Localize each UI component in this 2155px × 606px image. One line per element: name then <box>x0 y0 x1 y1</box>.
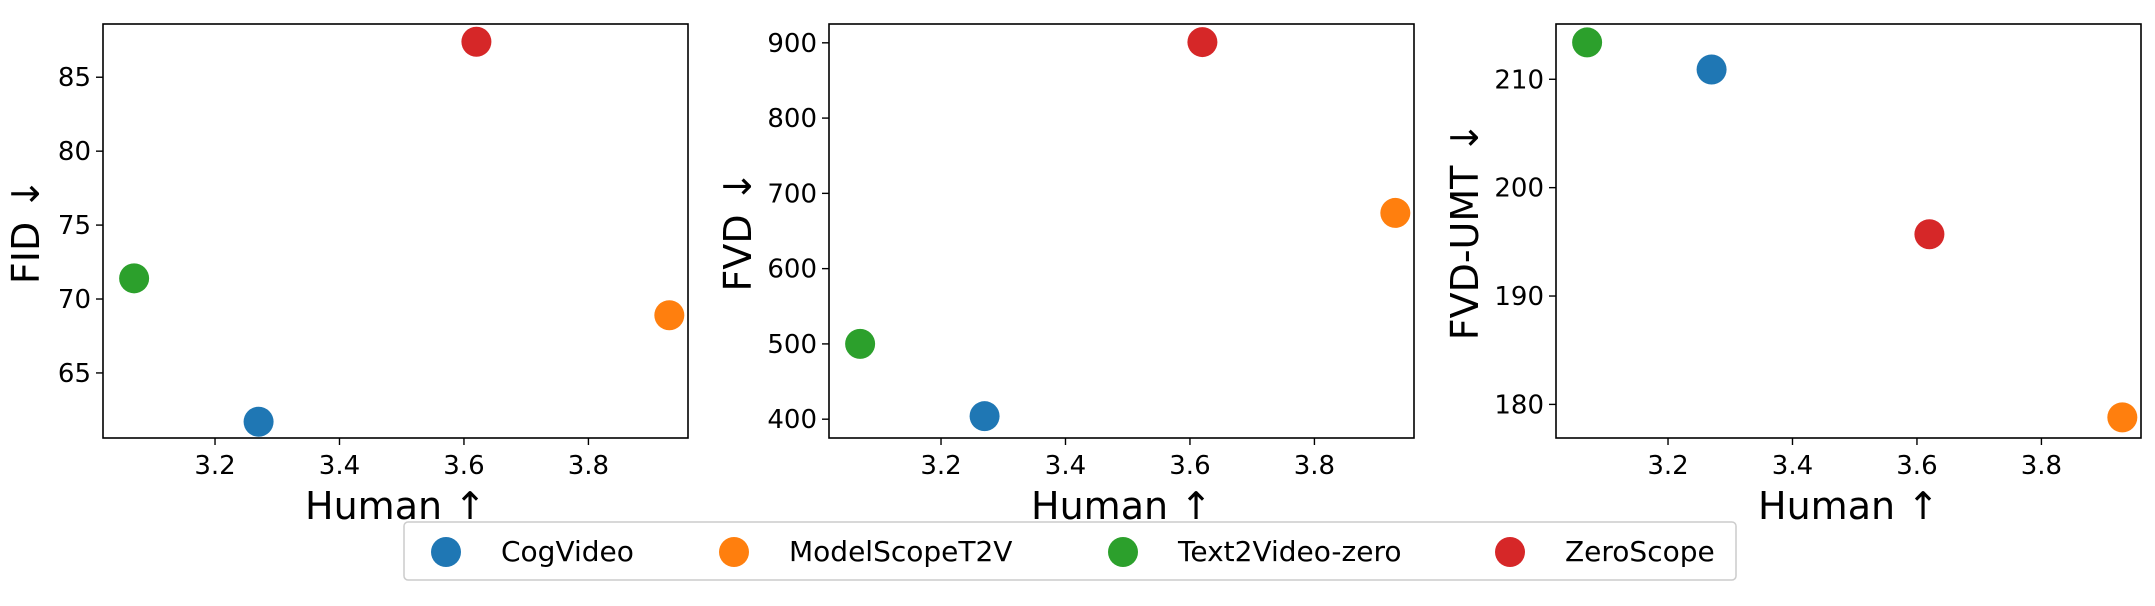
point-modelscopet2v <box>1380 197 1411 228</box>
y-tick-label: 75 <box>58 211 91 241</box>
legend-entry-cogvideo: CogVideo <box>431 535 634 568</box>
x-axis-label: Human ↑ <box>305 484 486 528</box>
point-cogvideo <box>969 401 1000 432</box>
x-tick-label: 3.8 <box>568 451 609 481</box>
y-tick-label: 700 <box>767 179 817 209</box>
x-tick-label: 3.8 <box>1294 451 1335 481</box>
y-tick-label: 500 <box>767 330 817 360</box>
point-text2video-zero <box>845 328 876 359</box>
legend-label: Text2Video-zero <box>1177 535 1401 568</box>
y-tick-label: 800 <box>767 104 817 134</box>
x-axis-label: Human ↑ <box>1758 484 1939 528</box>
legend-marker <box>719 537 749 567</box>
panel-2: 3.2 3.4 3.6 3.8 400 500 600 700 800 900 Human ↑ FVD… <box>716 23 1415 528</box>
panel-1: 3.2 3.4 3.6 3.8 65 70 75 80 85 Human ↑ FID ↓ <box>4 23 689 528</box>
point-text2video-zero <box>119 263 150 294</box>
y-tick-label: 200 <box>1494 174 1544 204</box>
plot-frame <box>102 23 689 439</box>
x-tick-label: 3.2 <box>194 451 235 481</box>
x-tick-label: 3.4 <box>1045 451 1086 481</box>
y-axis-label: FID ↓ <box>4 178 48 284</box>
legend-entry-text2video-zero: Text2Video-zero <box>1108 535 1401 568</box>
point-cogvideo <box>1696 54 1727 85</box>
legend-marker <box>1108 537 1138 567</box>
point-modelscopet2v <box>2107 402 2138 433</box>
plot-frame <box>1555 23 2142 439</box>
legend-marker <box>431 537 461 567</box>
legend-label: ZeroScope <box>1565 535 1715 568</box>
point-zeroscope <box>1187 27 1218 58</box>
x-tick-label: 3.6 <box>1896 451 1937 481</box>
y-tick-label: 65 <box>58 359 91 389</box>
legend-label: CogVideo <box>501 535 634 568</box>
y-tick-label: 210 <box>1494 65 1544 95</box>
y-tick-label: 80 <box>58 137 91 167</box>
legend: CogVideo ModelScopeT2V Text2Video-zero Zero… <box>403 521 1737 581</box>
x-tick-label: 3.6 <box>1169 451 1210 481</box>
point-zeroscope <box>1914 219 1945 250</box>
legend-marker <box>1495 537 1525 567</box>
y-tick-label: 70 <box>58 285 91 315</box>
x-tick-label: 3.4 <box>1772 451 1813 481</box>
y-tick-label: 85 <box>58 63 91 93</box>
point-cogvideo <box>243 406 274 437</box>
x-tick-label: 3.2 <box>1647 451 1688 481</box>
point-text2video-zero <box>1572 27 1603 58</box>
legend-entry-zeroscope: ZeroScope <box>1495 535 1715 568</box>
y-tick-label: 600 <box>767 255 817 285</box>
x-tick-label: 3.2 <box>920 451 961 481</box>
y-tick-label: 400 <box>767 405 817 435</box>
x-tick-label: 3.6 <box>443 451 484 481</box>
legend-label: ModelScopeT2V <box>789 535 1012 568</box>
plot-frame <box>828 23 1415 439</box>
panel-3: 3.2 3.4 3.6 3.8 180 190 200 210 Human ↑ FVD-UMT ↓ <box>1443 23 2142 528</box>
x-tick-label: 3.8 <box>2021 451 2062 481</box>
x-tick-label: 3.4 <box>319 451 360 481</box>
y-axis-label: FVD-UMT ↓ <box>1443 122 1487 341</box>
point-zeroscope <box>461 26 492 57</box>
panels: 3.2 3.4 3.6 3.8 65 70 75 80 85 Human ↑ FID ↓ 3.2 3.4… <box>4 23 2142 528</box>
legend-entry-modelscopet2v: ModelScopeT2V <box>719 535 1012 568</box>
y-axis-label: FVD ↓ <box>716 170 760 291</box>
point-modelscopet2v <box>654 300 685 331</box>
y-tick-label: 180 <box>1494 390 1544 420</box>
x-axis-label: Human ↑ <box>1031 484 1212 528</box>
y-tick-label: 190 <box>1494 282 1544 312</box>
y-tick-label: 900 <box>767 29 817 59</box>
